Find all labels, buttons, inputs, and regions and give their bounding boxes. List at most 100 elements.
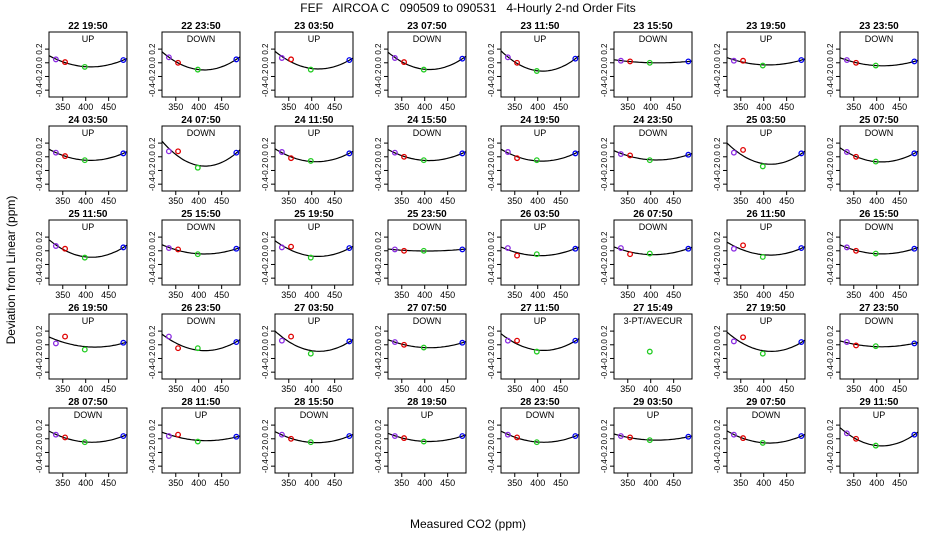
fit-curve [48, 148, 128, 161]
panel-title: 28 11:50 [182, 397, 221, 408]
y-tick-label: 0.2 [713, 325, 722, 337]
x-tick-label: 350 [733, 384, 748, 394]
data-point [798, 245, 805, 252]
panel-title: 23 03:50 [294, 21, 334, 32]
panel-label: UP [760, 316, 773, 326]
panel-title: 22 19:50 [68, 21, 108, 32]
data-point [52, 149, 59, 156]
y-tick-label: 0.0 [35, 151, 44, 163]
panel-label: DOWN [639, 128, 668, 138]
x-tick-label: 400 [78, 290, 93, 300]
y-tick-label: 0.0 [600, 339, 609, 351]
panel-frame [839, 407, 919, 474]
y-tick-label: -0.4 [826, 177, 835, 191]
y-tick-label: 0.0 [148, 433, 157, 445]
panel-title: 28 15:50 [294, 397, 334, 408]
y-tick-label: -0.2 [713, 69, 722, 83]
panel-frame [839, 125, 919, 192]
y-tick-label: 0.0 [374, 57, 383, 69]
fit-curve [387, 51, 467, 71]
x-tick-label: 400 [78, 384, 93, 394]
data-point [194, 345, 201, 352]
x-tick-label: 400 [78, 102, 93, 112]
y-tick-label: 0.0 [261, 57, 270, 69]
y-tick-label: 0.0 [148, 245, 157, 257]
y-tick-label: 0.0 [261, 339, 270, 351]
x-tick-label: 350 [620, 290, 635, 300]
data-point [401, 247, 408, 254]
panel-title: 23 19:50 [746, 21, 786, 32]
y-tick-label: -0.4 [713, 177, 722, 191]
data-point [346, 338, 353, 345]
y-tick-label: -0.2 [35, 351, 44, 365]
y-tick-label: -0.2 [35, 257, 44, 271]
y-tick-label: -0.4 [487, 459, 496, 473]
data-point [514, 252, 521, 259]
y-tick-label: 0.2 [148, 231, 157, 243]
y-tick-label: 0.2 [826, 325, 835, 337]
y-tick-label: -0.2 [826, 445, 835, 459]
panel-label: DOWN [187, 316, 216, 326]
x-tick-label: 350 [168, 384, 183, 394]
x-tick-label: 450 [779, 196, 794, 206]
y-tick-label: 0.2 [374, 137, 383, 149]
data-point [278, 149, 285, 155]
data-point [572, 337, 579, 344]
x-tick-label: 400 [530, 102, 545, 112]
x-tick-label: 450 [101, 384, 116, 394]
panel-frame [387, 219, 467, 286]
y-tick-label: 0.0 [487, 433, 496, 445]
data-point [685, 245, 692, 252]
y-tick-label: -0.2 [261, 69, 270, 83]
data-point [572, 150, 579, 157]
fit-curve [500, 430, 580, 443]
data-point [685, 433, 692, 440]
y-tick-label: 0.2 [261, 419, 270, 431]
data-point [685, 151, 692, 158]
panel-title: 27 03:50 [294, 303, 334, 314]
x-tick-label: 450 [892, 290, 907, 300]
panel-frame [274, 313, 354, 380]
panel-label: DOWN [413, 316, 442, 326]
y-tick-label: -0.4 [826, 83, 835, 97]
y-tick-label: 0.2 [487, 419, 496, 431]
data-point [459, 339, 466, 346]
fit-curve [613, 59, 693, 64]
y-tick-label: 0.2 [487, 137, 496, 149]
panel-label: UP [760, 128, 773, 138]
y-tick-label: -0.4 [713, 365, 722, 379]
data-point [617, 245, 624, 252]
x-tick-label: 400 [417, 290, 432, 300]
y-tick-label: 0.0 [826, 339, 835, 351]
data-point [165, 245, 172, 252]
data-point [617, 57, 624, 64]
y-tick-label: -0.4 [148, 365, 157, 379]
x-tick-label: 450 [440, 478, 455, 488]
panel-title: 26 15:50 [859, 209, 899, 220]
y-tick-label: 0.2 [713, 137, 722, 149]
y-tick-label: -0.4 [261, 365, 270, 379]
fit-curve [839, 147, 919, 163]
x-tick-label: 350 [507, 478, 522, 488]
panel-frame [839, 31, 919, 98]
x-tick-label: 350 [620, 384, 635, 394]
panel-frame [613, 313, 693, 380]
fit-curve [500, 148, 580, 162]
panel-title: 26 19:50 [68, 303, 108, 314]
x-tick-label: 450 [779, 478, 794, 488]
y-tick-label: 0.0 [713, 57, 722, 69]
y-tick-label: -0.2 [148, 257, 157, 271]
data-point [646, 59, 653, 66]
panel-frame [500, 313, 580, 380]
fit-curve [48, 430, 128, 443]
data-point [62, 245, 69, 252]
panel-label: DOWN [526, 410, 555, 420]
panel-label: UP [873, 410, 886, 420]
x-tick-label: 400 [191, 102, 206, 112]
panel-label: DOWN [413, 222, 442, 232]
data-point [81, 439, 88, 446]
data-point [278, 244, 285, 251]
x-tick-label: 350 [168, 196, 183, 206]
data-point [62, 59, 69, 66]
